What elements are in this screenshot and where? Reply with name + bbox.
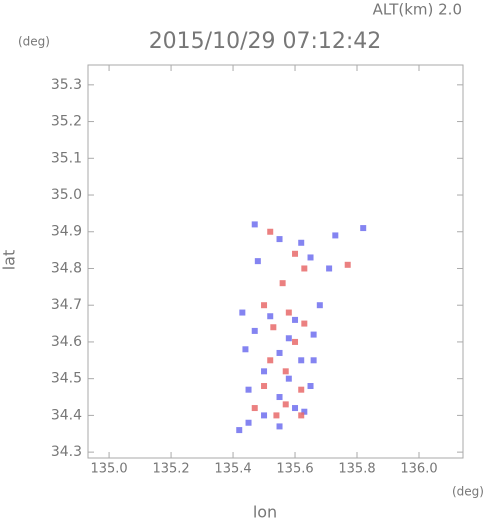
- y-tick-label: 34.6: [51, 334, 82, 350]
- echo-cell: [360, 225, 367, 232]
- echo-cell: [282, 368, 289, 375]
- echo-cell: [307, 383, 314, 390]
- echo-cell: [316, 302, 323, 309]
- echo-cell: [279, 280, 286, 287]
- y-axis-label: lat: [0, 250, 19, 271]
- echo-cell: [344, 261, 351, 268]
- x-tick-label: 135.2: [152, 462, 189, 477]
- echo-cell: [245, 419, 252, 426]
- y-tick-label: 34.9: [51, 224, 82, 240]
- echo-cell: [310, 357, 317, 364]
- echo-cell: [251, 221, 258, 228]
- y-tick-label: 35.3: [51, 77, 82, 93]
- echo-cell: [307, 254, 314, 261]
- echo-cell: [298, 357, 305, 364]
- echo-cell: [239, 309, 246, 316]
- echo-cell: [285, 335, 292, 342]
- echo-cell: [270, 324, 277, 331]
- echo-cell: [332, 232, 339, 239]
- echo-cell: [292, 316, 299, 323]
- echo-cell: [282, 401, 289, 408]
- x-unit: (deg): [452, 485, 484, 499]
- echo-cell: [285, 309, 292, 316]
- echo-cell: [261, 368, 268, 375]
- echo-cell: [261, 302, 268, 309]
- y-tick-label: 35.2: [51, 114, 82, 130]
- echo-cell: [267, 228, 274, 235]
- echo-cell: [285, 375, 292, 382]
- x-axis-label: lon: [253, 503, 277, 521]
- echo-cell: [267, 357, 274, 364]
- echo-cell: [292, 338, 299, 345]
- y-tick-label: 35.1: [51, 150, 82, 166]
- echo-cell: [298, 412, 305, 419]
- echo-cell: [261, 383, 268, 390]
- echo-cell: [301, 265, 308, 272]
- echo-cell: [298, 386, 305, 393]
- echo-cell: [292, 405, 299, 412]
- echo-cell: [276, 349, 283, 356]
- y-tick-label: 34.5: [51, 371, 82, 387]
- y-tick-label: 34.7: [51, 297, 82, 313]
- echo-cell: [276, 236, 283, 243]
- x-tick-label: 135.4: [214, 462, 251, 477]
- altitude-label: ALT(km) 2.0: [373, 1, 462, 19]
- echo-cell: [310, 331, 317, 338]
- echo-cell: [292, 250, 299, 257]
- y-unit: (deg): [18, 35, 50, 49]
- echo-cell: [276, 394, 283, 401]
- echo-cell: [242, 346, 249, 353]
- echo-cell: [245, 386, 252, 393]
- echo-cell: [267, 313, 274, 320]
- x-tick-label: 135.8: [338, 462, 375, 477]
- echo-cell: [273, 412, 280, 419]
- x-tick-label: 135.6: [276, 462, 313, 477]
- plot-frame: [87, 64, 464, 459]
- y-tick-label: 34.8: [51, 260, 82, 276]
- echo-cell: [236, 427, 243, 434]
- chart-title: 2015/10/29 07:12:42: [149, 29, 382, 54]
- echo-cell: [301, 320, 308, 327]
- echo-cell: [251, 327, 258, 334]
- y-tick-label: 35.0: [51, 187, 82, 203]
- echo-cell: [301, 408, 308, 415]
- echo-cell: [261, 412, 268, 419]
- x-tick-label: 135.0: [90, 462, 127, 477]
- y-tick-label: 34.3: [51, 444, 82, 460]
- echo-cell: [254, 258, 261, 265]
- echo-cell: [298, 239, 305, 246]
- echo-cell: [251, 405, 258, 412]
- echo-cell: [276, 423, 283, 430]
- x-tick-label: 136.0: [400, 462, 437, 477]
- y-tick-label: 34.4: [51, 407, 82, 423]
- echo-cell: [326, 265, 333, 272]
